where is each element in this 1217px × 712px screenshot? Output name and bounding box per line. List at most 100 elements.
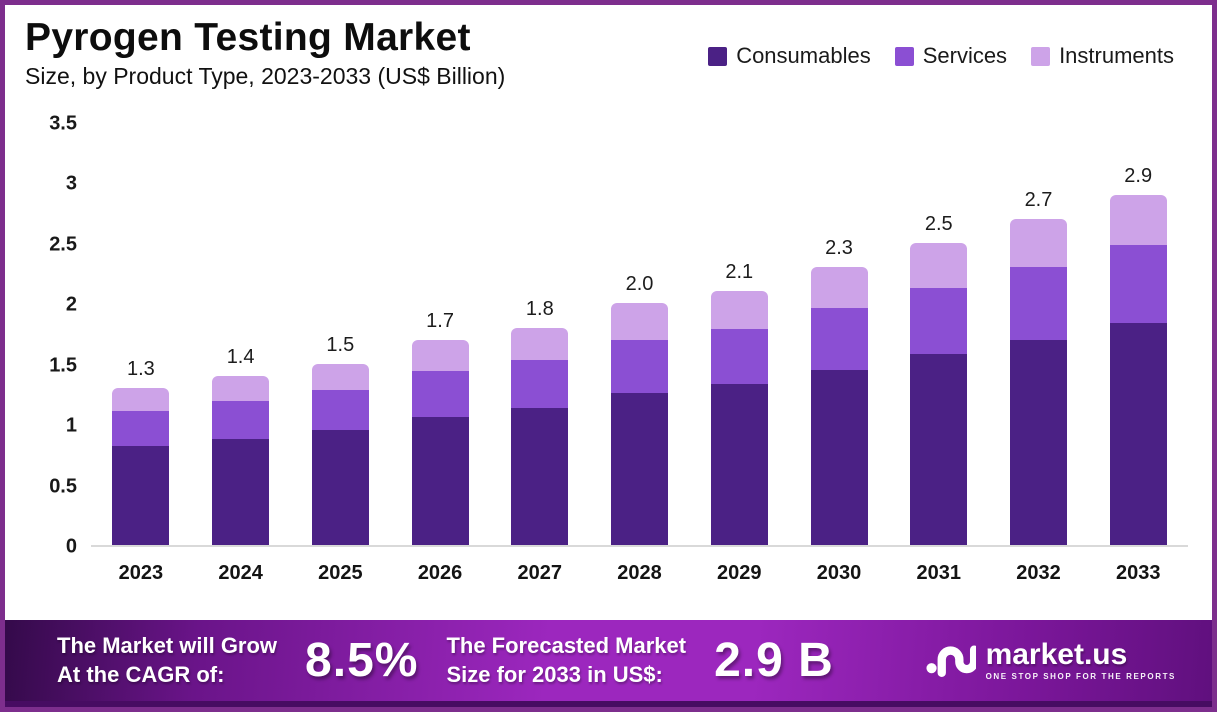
x-label-2027: 2027 (517, 562, 563, 584)
y-tick-0.5: 0.5 (49, 475, 77, 498)
segment-instruments-2027 (511, 327, 569, 361)
cagr-value: 8.5% (305, 634, 419, 687)
x-label-2028: 2028 (617, 562, 662, 584)
bar-group-2024: 1.4 (191, 124, 291, 545)
header: Pyrogen Testing Market Size, by Product … (5, 5, 1212, 112)
bar-stack-2025 (311, 363, 369, 545)
y-tick-2.5: 2.5 (49, 233, 77, 256)
bar-stack-2023 (112, 387, 170, 545)
segment-consumables-2033 (1109, 322, 1167, 545)
legend-swatch-instruments (1031, 46, 1051, 66)
segment-instruments-2029 (710, 291, 768, 329)
segment-services-2033 (1109, 245, 1167, 323)
plot-area: 1.3 1.4 1.5 1.7 1.8 2.0 2.1 2.3 2.5 2.7 2.9 (91, 124, 1188, 547)
bar-stack-2031 (910, 242, 968, 545)
bar-total-label-2028: 2.0 (625, 273, 654, 296)
segment-services-2029 (710, 328, 768, 385)
y-axis: 3.5 3 2.5 2 1.5 1 0.5 0 (5, 113, 77, 558)
bar-group-2027: 1.8 (490, 124, 590, 545)
bar-total-label-2023: 1.3 (126, 357, 155, 380)
market-us-logo-icon (926, 637, 978, 684)
bar-stack-2032 (1009, 218, 1067, 545)
segment-services-2026 (411, 371, 469, 417)
segment-instruments-2024 (212, 375, 270, 402)
x-label-2029: 2029 (717, 562, 762, 584)
segment-instruments-2023 (112, 387, 170, 411)
forecast-label-line1: The Forecasted Market (446, 633, 687, 659)
segment-consumables-2031 (910, 354, 968, 545)
y-tick-2: 2 (65, 293, 77, 316)
legend-swatch-services (894, 46, 914, 66)
segment-instruments-2031 (910, 242, 968, 288)
x-label-2030: 2030 (816, 562, 862, 584)
bar-group-2025: 1.5 (290, 124, 390, 545)
chart-area: 3.5 3 2.5 2 1.5 1 0.5 0 1.3 1.4 1.5 1.7 1.8 2.0 2.1 2.… (5, 112, 1212, 620)
segment-consumables-2023 (112, 445, 170, 545)
x-label-2032: 2032 (1016, 562, 1061, 584)
bar-total-label-2033: 2.9 (1124, 164, 1153, 187)
bar-stack-2026 (411, 339, 469, 545)
legend-item-services: Services (894, 43, 1008, 69)
segment-instruments-2030 (810, 267, 868, 309)
y-tick-0: 0 (65, 535, 77, 558)
cagr-label: The Market will Grow At the CAGR of: (57, 632, 277, 688)
segment-consumables-2024 (212, 438, 270, 545)
page-subtitle: Size, by Product Type, 2023-2033 (US$ Bi… (25, 62, 506, 89)
y-tick-3.5: 3.5 (49, 112, 77, 135)
market-us-logo: market.us ONE STOP SHOP FOR THE REPORTS (926, 637, 1176, 684)
bar-total-label-2030: 2.3 (825, 237, 853, 260)
legend-label: Services (922, 43, 1008, 68)
segment-consumables-2027 (511, 408, 569, 545)
footer-banner: The Market will Grow At the CAGR of: 8.5… (5, 620, 1212, 707)
y-tick-3: 3 (65, 172, 77, 195)
x-label-2033: 2033 (1115, 562, 1161, 584)
bar-group-2032: 2.7 (989, 124, 1089, 545)
logo-text: market.us ONE STOP SHOP FOR THE REPORTS (986, 640, 1176, 681)
bar-total-label-2029: 2.1 (725, 261, 754, 284)
page-title: Pyrogen Testing Market (25, 16, 471, 59)
bar-group-2023: 1.3 (91, 124, 191, 545)
x-label-2031: 2031 (916, 562, 961, 584)
cagr-label-line2: At the CAGR of: (57, 661, 225, 687)
bar-group-2030: 2.3 (789, 124, 889, 545)
segment-instruments-2025 (311, 363, 369, 391)
legend-swatch-consumables (708, 46, 728, 66)
x-label-2023: 2023 (118, 562, 164, 584)
bar-total-label-2031: 2.5 (924, 212, 953, 235)
bar-group-2028: 2.0 (590, 124, 690, 545)
bar-total-label-2024: 1.4 (226, 345, 255, 368)
x-label-2025: 2025 (318, 562, 363, 584)
y-tick-1: 1 (65, 414, 77, 437)
segment-services-2024 (212, 401, 270, 439)
segment-services-2025 (311, 390, 369, 431)
bar-group-2029: 2.1 (689, 124, 789, 545)
bar-total-label-2025: 1.5 (326, 333, 355, 356)
y-tick-1.5: 1.5 (49, 354, 77, 377)
segment-services-2023 (112, 410, 170, 446)
logo-name: market.us (985, 638, 1128, 671)
logo-tagline: ONE STOP SHOP FOR THE REPORTS (985, 672, 1176, 681)
segment-consumables-2030 (810, 369, 868, 545)
bar-stack-2024 (212, 375, 270, 545)
bar-group-2033: 2.9 (1088, 124, 1188, 545)
x-label-2024: 2024 (218, 562, 263, 584)
legend-label: Instruments (1059, 43, 1174, 68)
forecast-value: 2.9 B (714, 634, 834, 687)
segment-instruments-2033 (1109, 194, 1167, 246)
segment-consumables-2032 (1009, 339, 1067, 545)
segment-consumables-2029 (710, 384, 768, 545)
segment-consumables-2028 (611, 392, 669, 545)
forecast-label: The Forecasted Market Size for 2033 in U… (446, 632, 686, 688)
segment-services-2027 (511, 360, 569, 409)
segment-instruments-2032 (1009, 218, 1067, 267)
x-axis-labels: 2023 2024 2025 2026 2027 2028 2029 2030 2031 2032… (91, 562, 1188, 585)
segment-services-2031 (910, 287, 968, 354)
legend-item-instruments: Instruments (1031, 43, 1174, 69)
legend: Consumables Services Instruments (708, 43, 1174, 69)
bar-stack-2029 (710, 291, 768, 545)
bar-total-label-2032: 2.7 (1024, 188, 1053, 211)
bar-group-2026: 1.7 (390, 124, 490, 545)
segment-instruments-2026 (411, 339, 469, 372)
legend-label: Consumables (736, 43, 871, 68)
